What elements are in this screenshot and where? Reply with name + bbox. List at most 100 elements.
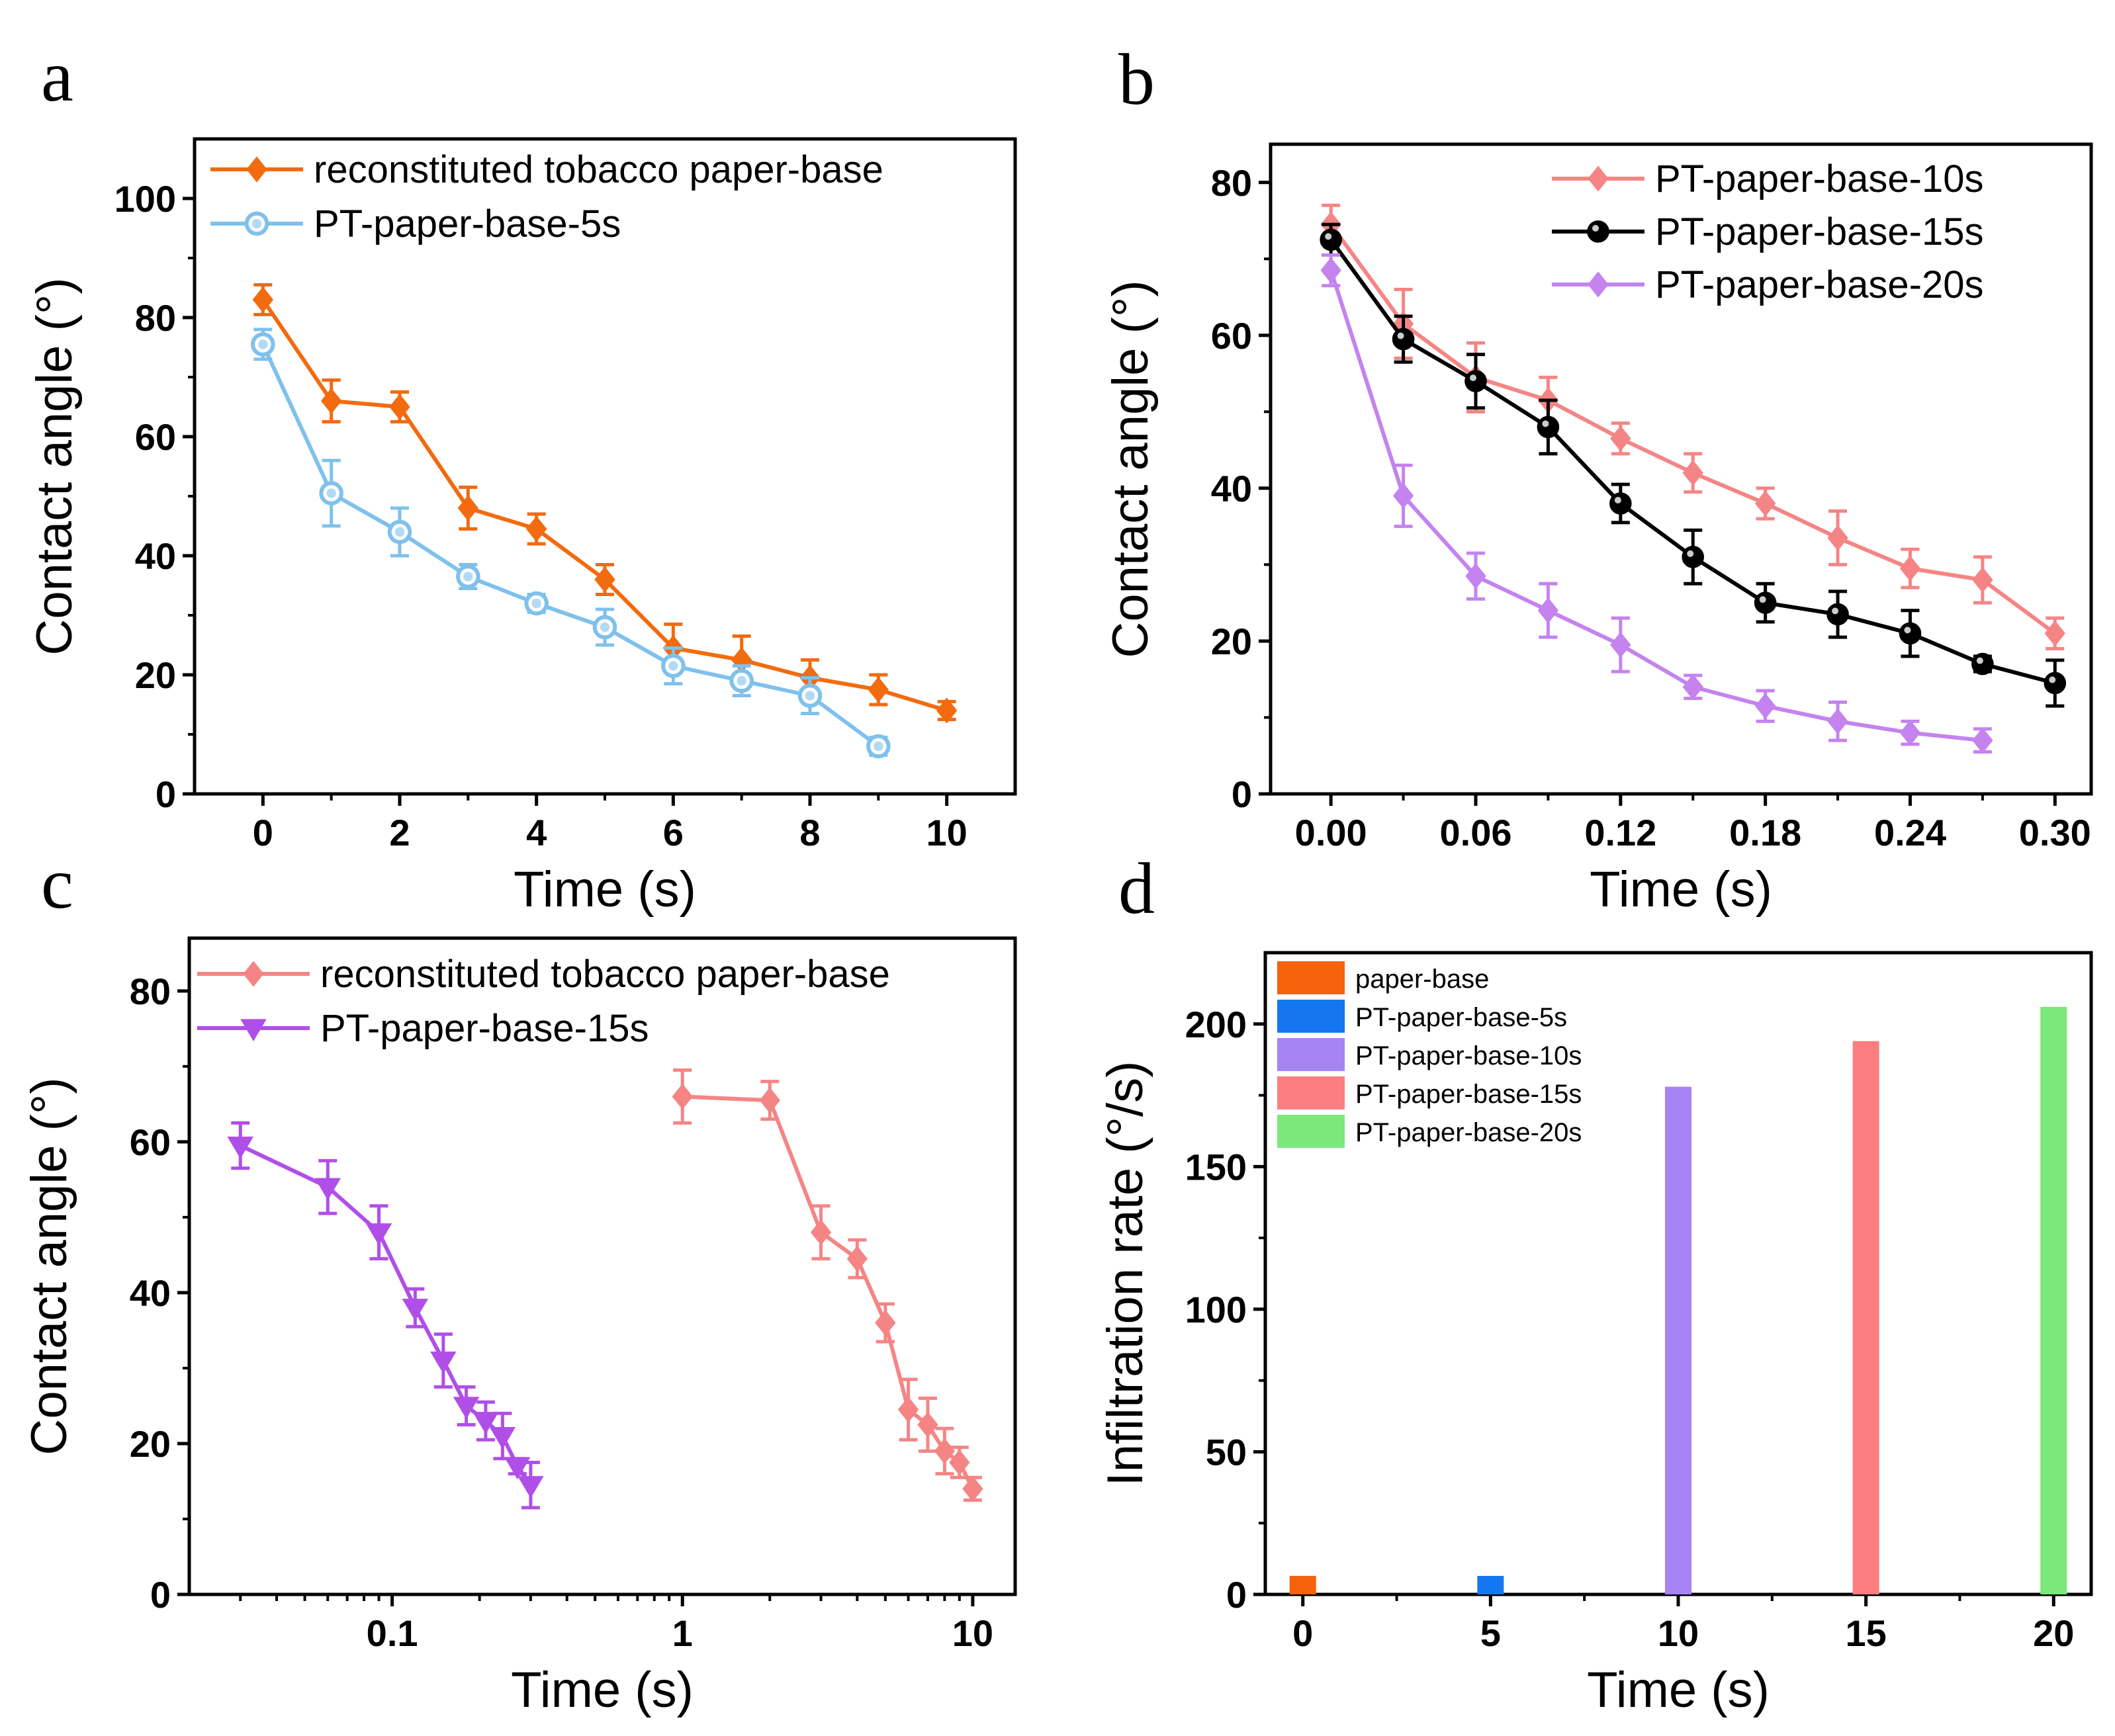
- chart-b: 0 20 40 60 80 0.00 0.06 0.12 0.18 0.24 0.30 Time (s…: [1102, 142, 2093, 918]
- x-tick-label: 8: [799, 812, 820, 853]
- data-point-core: [394, 527, 405, 537]
- y-tick-label: 20: [1211, 621, 1252, 662]
- data-point: [525, 515, 547, 542]
- data-point: [810, 1219, 832, 1246]
- y-tick-label: 40: [1211, 468, 1252, 509]
- y-axis-title: Infiltration rate (°/s): [1097, 1061, 1153, 1487]
- data-point: [1754, 591, 1777, 614]
- data-point: [759, 1087, 780, 1113]
- x-tick-label: 6: [663, 812, 684, 853]
- data-point-shine: [1904, 627, 1911, 634]
- data-point: [875, 1309, 896, 1336]
- x-tick-label: 0: [253, 812, 273, 853]
- series-1: [251, 327, 891, 759]
- y-tick-label: 0: [1226, 1574, 1247, 1616]
- data-point: [1537, 415, 1560, 439]
- y-tick-label: 80: [1211, 162, 1252, 204]
- series-line: [239, 1143, 533, 1487]
- y-tick-label: 40: [130, 1272, 171, 1314]
- data-point-core: [874, 741, 883, 752]
- panel-label-c: c: [41, 843, 73, 924]
- data-point: [1465, 563, 1486, 589]
- x-tick-label: 0.24: [1874, 812, 1946, 853]
- data-point: [1899, 719, 1921, 746]
- y-tick-label: 150: [1185, 1146, 1247, 1188]
- data-point: [1972, 727, 1993, 754]
- data-point-shine: [1397, 332, 1404, 339]
- data-point: [1610, 632, 1631, 658]
- x-tick-label: 10: [952, 1612, 993, 1654]
- data-point-shine: [1759, 596, 1766, 603]
- y-tick-label: 40: [135, 535, 176, 577]
- series-0: [252, 283, 958, 724]
- y-tick-label: 200: [1185, 1004, 1247, 1045]
- bar: [1665, 1086, 1691, 1594]
- data-point: [962, 1475, 983, 1502]
- data-point-shine: [1614, 496, 1621, 503]
- x-tick-label: 0.12: [1584, 812, 1656, 853]
- data-point: [917, 1411, 938, 1438]
- data-point: [489, 1426, 516, 1450]
- data-point: [453, 1397, 480, 1419]
- data-point: [402, 1299, 429, 1321]
- data-point: [1609, 492, 1632, 515]
- chart-c: 0 20 40 60 80 0.1 1 10 Time (s) Contact angle (°)…: [21, 936, 1017, 1718]
- legend-label: PT-paper-base-5s: [314, 202, 621, 245]
- data-point-core: [737, 675, 746, 686]
- data-point: [1754, 490, 1776, 517]
- y-axis-title: Contact angle (°): [26, 277, 83, 655]
- data-point: [430, 1351, 457, 1374]
- data-point-core: [326, 488, 336, 498]
- legend-swatch: [1277, 1000, 1345, 1033]
- legend-label: reconstituted tobacco paper-base: [320, 953, 890, 996]
- legend-label: reconstituted tobacco paper-base: [314, 148, 883, 191]
- y-tick-label: 60: [135, 416, 176, 458]
- x-axis-title: Time (s): [514, 861, 696, 918]
- x-axis-title: Time (s): [1587, 1662, 1770, 1718]
- data-point: [389, 394, 410, 420]
- data-point: [846, 1245, 868, 1272]
- data-point-shine: [1832, 607, 1839, 615]
- data-point: [672, 1083, 693, 1110]
- data-point: [936, 697, 958, 724]
- legend-marker: [246, 156, 267, 183]
- y-tick-label: 20: [135, 654, 176, 696]
- y-tick-label: 100: [114, 178, 176, 220]
- x-tick-label: 5: [1480, 1612, 1501, 1654]
- data-point: [897, 1397, 919, 1423]
- y-tick-label: 100: [1185, 1289, 1247, 1330]
- x-tick-label: 0.1: [367, 1612, 418, 1654]
- data-point-shine: [1542, 420, 1549, 427]
- series-2: [1320, 253, 1993, 754]
- legend-label: PT-paper-base-15s: [1355, 1080, 1582, 1109]
- data-point: [1899, 555, 1921, 582]
- legend-label: PT-paper-base-20s: [1655, 263, 1983, 306]
- data-point: [1827, 708, 1848, 734]
- legend-marker: [243, 961, 264, 987]
- data-point: [1464, 370, 1487, 392]
- data-point: [1682, 460, 1703, 486]
- data-point-shine: [1325, 233, 1332, 240]
- data-point-shine: [1976, 657, 1983, 664]
- x-tick-label: 4: [526, 812, 547, 853]
- data-point-core: [668, 661, 678, 671]
- series-line: [261, 298, 948, 713]
- series-1: [227, 1121, 544, 1510]
- x-tick-label: 10: [926, 812, 968, 853]
- panel-label-a: a: [41, 36, 73, 116]
- data-point-shine: [2049, 676, 2056, 683]
- data-point-core: [258, 339, 268, 349]
- data-point: [1610, 425, 1631, 452]
- y-tick-label: 60: [130, 1121, 171, 1163]
- x-tick-label: 1: [672, 1612, 693, 1654]
- data-point: [457, 495, 479, 521]
- y-tick-label: 0: [150, 1574, 171, 1616]
- data-point: [472, 1412, 499, 1434]
- legend-label: PT-paper-base-10s: [1655, 157, 1983, 200]
- data-point: [1392, 327, 1415, 351]
- x-tick-label: 2: [389, 812, 410, 853]
- data-point-core: [600, 622, 610, 632]
- x-tick-label: 10: [1658, 1612, 1699, 1654]
- legend-label: PT-paper-base-5s: [1355, 1003, 1567, 1032]
- chart-d: 0 50 100 150 200 0 5 10 15 20 Time (s) Infiltration…: [1097, 951, 2093, 1718]
